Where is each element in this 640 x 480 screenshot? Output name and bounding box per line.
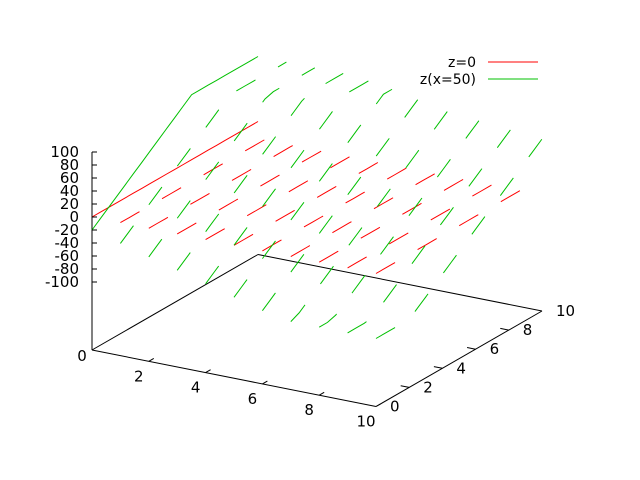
legend-label-zx50: z(x=50) (420, 72, 476, 88)
y-tick-mark (433, 366, 443, 369)
x-tick-mark (148, 358, 155, 362)
series-z0 (91, 121, 543, 274)
z-tick-label: -20 (55, 221, 80, 239)
series-z0-line (233, 149, 401, 246)
z-tick-label: -60 (55, 247, 80, 265)
x-tick-mark (375, 403, 382, 407)
x-axis-line (91, 349, 377, 407)
series-zx50-line (261, 89, 429, 311)
z-tick-label: 20 (60, 195, 79, 213)
y-tick-label: 10 (556, 302, 575, 320)
axes-layer (91, 152, 543, 407)
series-z0-line (290, 160, 458, 258)
z-tick-label: 40 (60, 182, 79, 200)
series-zx50-line (347, 125, 515, 334)
z-tick-label: -80 (55, 260, 80, 278)
series-zx50-line (176, 72, 344, 271)
z-tick-label: 80 (60, 156, 79, 174)
ticks-layer: 24681000246810100806040200-20-40-60-80-1… (45, 143, 575, 431)
x-tick-label: 6 (248, 390, 258, 408)
base-back-edge (257, 254, 543, 312)
series-zx50-line (375, 138, 543, 339)
z-tick-label: 100 (50, 143, 79, 161)
origin-tick-label: 0 (77, 347, 87, 365)
z-tick-label: 60 (60, 169, 79, 187)
series-z0-line (318, 166, 486, 263)
series-z0-line (91, 121, 259, 218)
x-tick-label: 8 (304, 401, 314, 419)
y-tick-label: 0 (390, 398, 400, 416)
y-tick-label: 6 (490, 340, 500, 358)
y-tick-mark (500, 327, 509, 331)
y-tick-mark (466, 347, 476, 350)
legend: z=0 z(x=50) (420, 55, 538, 88)
series-layer (91, 56, 543, 339)
y-tick-label: 4 (456, 359, 466, 377)
legend-label-z0: z=0 (448, 55, 476, 71)
z-tick-label: 0 (69, 208, 79, 226)
x-tick-label: 4 (191, 379, 201, 397)
series-z0-line (347, 171, 514, 269)
series-zx50-line (91, 56, 259, 231)
x-tick-mark (318, 391, 325, 396)
series-zx50-line (205, 78, 372, 285)
series-z0-line (120, 126, 287, 224)
y-axis-line (375, 310, 543, 407)
series-zx50-line (148, 67, 316, 258)
series-z0-line (148, 132, 316, 229)
z-tick-label: -100 (45, 273, 79, 291)
x-tick-label: 10 (356, 413, 375, 431)
series-zx50-line (290, 98, 458, 322)
series-z0-line (375, 177, 543, 274)
y-tick-mark (400, 385, 410, 388)
series-z0-line (205, 143, 372, 241)
y-tick-label: 8 (523, 321, 533, 339)
base-left-edge (91, 254, 259, 351)
z-tick-label: -40 (55, 234, 80, 252)
series-zx50 (91, 56, 543, 339)
x-tick-label: 2 (134, 367, 144, 385)
series-zx50-line (233, 84, 401, 298)
x-tick-mark (205, 369, 211, 374)
y-tick-label: 2 (423, 378, 433, 396)
series-z0-line (176, 137, 344, 235)
x-tick-mark (262, 380, 268, 385)
series-z0-line (262, 154, 429, 252)
